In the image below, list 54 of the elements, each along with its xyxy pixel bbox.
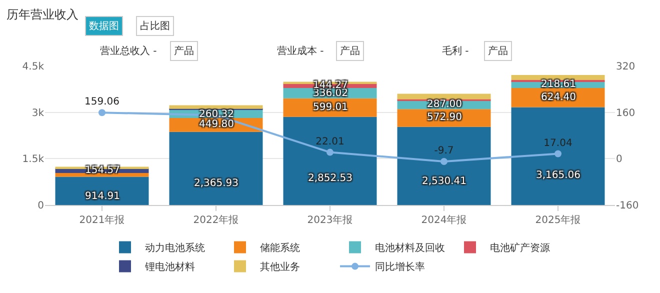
data-label: 218.61: [541, 79, 576, 90]
chart-title: 历年营业收入: [6, 8, 79, 22]
legend-label: 动力电池系统: [145, 242, 205, 254]
y2-tick-label: 320: [616, 62, 636, 72]
data-label: 2,365.93: [194, 178, 239, 189]
y-tick-label: 4.5k: [22, 62, 44, 72]
legend-label: 锂电池材料: [144, 261, 195, 274]
data-label: 22.01: [316, 136, 344, 148]
text: 营业成本 -: [277, 45, 324, 57]
x-tick-label: 2022年报: [193, 214, 239, 226]
data-label: 260.32: [199, 109, 234, 120]
text: 产品: [174, 45, 194, 57]
y2-tick-label: 160: [616, 108, 636, 119]
point: [440, 158, 448, 165]
data-label: 159.06: [84, 96, 120, 108]
text: 占比图: [140, 20, 170, 32]
data-label: 572.90: [427, 112, 462, 123]
x-tick-label: 2023年报: [307, 214, 353, 226]
bar: [397, 126, 491, 205]
data-label: 2,852.53: [308, 173, 353, 184]
data-label: 3,165.06: [536, 170, 581, 181]
bar: [169, 105, 263, 109]
text: 产品: [340, 45, 360, 57]
data-label: 914.91: [85, 191, 120, 202]
data-label: 624.40: [541, 92, 576, 103]
data-label: 287.00: [427, 99, 462, 110]
text: 营业总收入 -: [100, 45, 158, 57]
data-label: 599.01: [313, 102, 348, 113]
x-tick-label: 2021年报: [79, 214, 125, 226]
point: [98, 109, 106, 116]
text: 数据图: [89, 20, 119, 32]
legend-label: 电池材料及回收: [375, 242, 445, 254]
legend-label: 电池矿产资源: [490, 242, 550, 254]
point: [326, 148, 334, 156]
x-tick-label: 2024年报: [421, 214, 467, 226]
bar: [169, 132, 263, 205]
text: 产品: [488, 45, 508, 57]
data-label: 449.80: [199, 119, 234, 130]
bar: [511, 107, 605, 205]
legend-label: 储能系统: [260, 242, 300, 254]
y2-tick-label: -160: [616, 200, 639, 212]
y2-tick-label: 0: [616, 154, 622, 166]
legend-label: 其他业务: [260, 261, 300, 274]
y-tick-label: 1.5k: [22, 154, 44, 166]
data-label: 2,530.41: [422, 176, 467, 187]
bar: [283, 116, 377, 205]
data-label: -9.7: [434, 146, 454, 157]
legend-label: 同比增长率: [375, 261, 425, 274]
text: 毛利 -: [442, 45, 470, 57]
x-tick-label: 2025年报: [535, 214, 581, 226]
y-tick-label: 3k: [32, 108, 44, 119]
y-tick-label: 0: [38, 200, 44, 212]
data-label: 17.04: [544, 138, 572, 149]
point: [554, 150, 562, 158]
